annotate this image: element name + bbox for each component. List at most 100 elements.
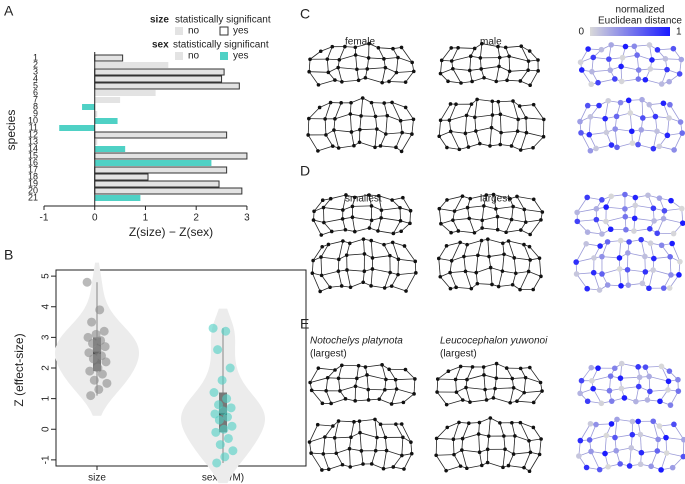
mesh-edge — [640, 434, 659, 440]
mesh-edge — [346, 243, 351, 256]
landmark — [528, 232, 532, 237]
point — [95, 305, 105, 315]
mesh-edge — [593, 272, 600, 291]
mesh-edge — [511, 219, 526, 223]
landmark — [474, 129, 478, 133]
mesh-edge — [475, 272, 478, 284]
point — [226, 403, 236, 413]
landmark — [498, 142, 503, 147]
mesh-edge — [466, 464, 482, 469]
x-tick-label: 2 — [193, 213, 199, 224]
mesh-edge — [479, 43, 483, 58]
landmark — [468, 54, 473, 59]
mesh-edge — [392, 455, 403, 468]
mesh-edge — [497, 46, 501, 58]
landmark — [389, 284, 394, 288]
mesh-edge — [590, 451, 601, 470]
landmark — [518, 420, 523, 425]
landmark — [394, 422, 398, 426]
mesh-edge — [449, 260, 453, 273]
mesh-edge — [449, 104, 457, 121]
mesh-edge — [466, 104, 472, 116]
mesh-edge — [405, 369, 416, 380]
mesh-edge — [378, 47, 385, 59]
landmark-mesh — [577, 42, 685, 88]
landmark — [353, 53, 358, 57]
colorbar-title: Euclidean distance — [598, 16, 682, 27]
landmark — [344, 253, 349, 257]
landmark — [434, 453, 438, 458]
mesh-edge — [498, 100, 514, 103]
landmark — [678, 56, 685, 63]
landmark — [635, 141, 641, 148]
landmark — [517, 104, 522, 108]
landmark — [413, 259, 418, 264]
mesh-edge — [350, 421, 355, 438]
landmark — [670, 230, 677, 237]
landmark — [460, 194, 465, 198]
mesh-edge — [385, 67, 397, 73]
landmark — [602, 450, 608, 457]
landmark — [612, 126, 619, 132]
landmark-mesh — [438, 41, 540, 88]
mesh-edge — [464, 133, 469, 148]
point — [225, 363, 235, 373]
mesh-edge — [309, 436, 326, 443]
mesh-edge — [395, 132, 403, 148]
landmark — [365, 67, 370, 71]
mesh-edge — [391, 274, 399, 287]
mesh-edge — [621, 386, 639, 390]
landmark — [454, 285, 458, 290]
point — [221, 326, 231, 336]
landmark — [369, 218, 374, 223]
mesh-edge — [352, 217, 356, 232]
landmark — [355, 376, 359, 381]
mesh-edge — [477, 240, 482, 256]
landmark — [399, 149, 404, 154]
mesh-edge — [309, 71, 329, 73]
landmark — [394, 387, 399, 391]
landmark — [629, 140, 636, 146]
mesh-edge — [370, 268, 373, 286]
mesh-edge — [463, 244, 468, 257]
landmark — [618, 78, 625, 85]
landmark — [652, 113, 659, 120]
landmark — [538, 380, 543, 385]
legend-swatch — [175, 52, 183, 60]
landmark — [607, 373, 614, 379]
mesh-edge — [533, 199, 543, 213]
mesh-edge — [475, 130, 481, 144]
landmark — [367, 226, 372, 230]
landmark — [467, 68, 472, 73]
mesh-edge — [368, 194, 372, 206]
mesh-edge — [355, 399, 369, 402]
mesh-edge — [465, 387, 486, 390]
landmark — [330, 144, 335, 148]
mesh-edge — [621, 78, 639, 82]
landmark — [647, 66, 654, 72]
landmark — [459, 81, 463, 85]
point — [86, 391, 96, 401]
landmark — [497, 64, 501, 69]
mesh-edge — [325, 134, 334, 147]
mesh-edge — [580, 132, 591, 151]
landmark — [607, 67, 614, 73]
mesh-edge — [462, 433, 479, 439]
landmark — [340, 79, 344, 84]
landmark — [536, 69, 540, 73]
landmark — [663, 434, 669, 441]
landmark — [667, 402, 674, 408]
landmark — [651, 255, 657, 262]
landmark — [312, 209, 316, 214]
landmark — [479, 238, 484, 243]
landmark — [494, 376, 499, 380]
landmark — [488, 265, 493, 270]
mesh-edge — [499, 114, 502, 133]
landmark — [485, 460, 490, 465]
landmark — [596, 287, 603, 293]
landmark — [611, 365, 618, 372]
landmark — [497, 55, 502, 60]
mesh-edge — [308, 59, 311, 72]
mesh-edge — [383, 57, 399, 60]
mesh-edge — [352, 205, 372, 207]
